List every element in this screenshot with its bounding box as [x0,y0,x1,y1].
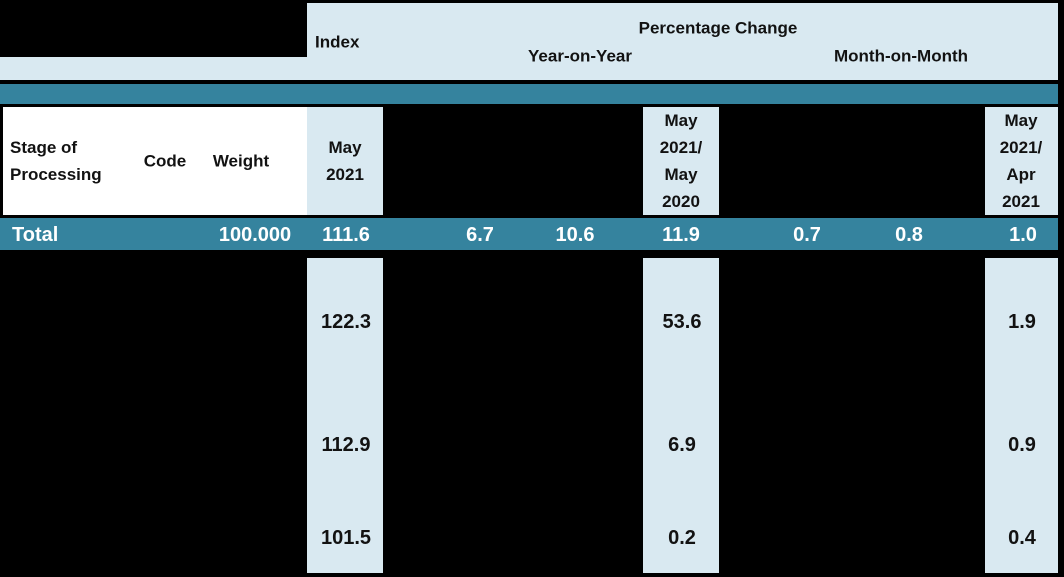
total-mom-2-value: 0.8 [895,224,923,246]
total-index-value: 111.6 [322,224,370,246]
total-yoy-1-value: 6.7 [466,224,494,246]
stage-header-cell [3,107,307,215]
yoy-period-cell [643,107,719,215]
total-mom-3-value: 1.0 [1009,224,1037,246]
row3-yoy-value: 0.2 [668,527,696,549]
row1-mom-value: 1.9 [1008,311,1036,333]
mom-column-strip [985,258,1058,573]
total-weight-value: 100.000 [218,224,292,246]
index-period-label: May 2021 [326,138,364,184]
weight-label: Weight [212,151,270,171]
stage-of-processing-label: Stage of Processing [10,138,102,184]
yoy-column-strip [643,258,719,573]
mom-period-label: May 2021/ Apr 2021 [999,111,1043,211]
yoy-period-label: May 2021/ May 2020 [659,111,703,211]
row2-mom-value: 0.9 [1008,434,1036,456]
index-column-strip [307,258,383,573]
teal-divider-bar [0,84,1058,104]
row1-index-value: 122.3 [320,311,372,333]
row3-index-value: 101.5 [320,527,372,549]
total-yoy-3-value: 11.9 [662,224,700,246]
percentage-change-header-label: Percentage Change [638,18,798,38]
index-header-label: Index [315,32,360,52]
row2-yoy-value: 6.9 [668,434,696,456]
mom-period-cell [985,107,1058,215]
month-on-month-header-label: Month-on-Month [833,46,969,66]
row1-yoy-value: 53.6 [662,311,702,333]
index-period-cell [307,107,383,215]
total-yoy-2-value: 10.6 [555,224,595,246]
total-mom-1-value: 0.7 [793,224,821,246]
total-row-label: Total [12,224,59,246]
row2-index-value: 112.9 [321,434,371,456]
row3-mom-value: 0.4 [1008,527,1036,549]
year-on-year-header-label: Year-on-Year [528,46,632,66]
header-band-right [307,3,1058,80]
header-band-left [0,57,307,80]
code-label: Code [143,151,187,171]
total-row-band [0,218,1058,250]
